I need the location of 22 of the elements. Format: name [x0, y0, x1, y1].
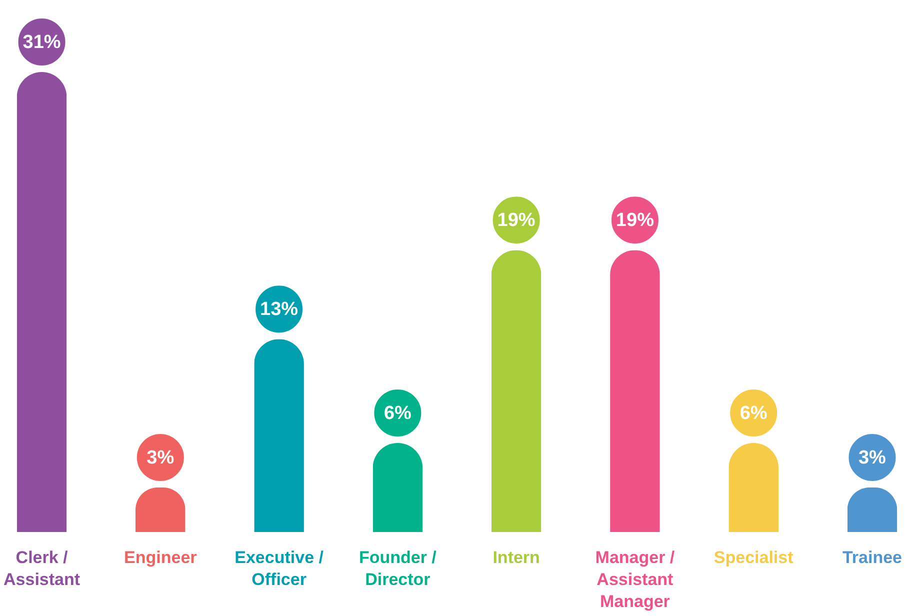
- bar: [610, 250, 660, 532]
- data-label: 13%: [260, 299, 298, 320]
- x-tick-label: Specialist: [714, 548, 794, 567]
- x-tick-label: Trainee: [842, 548, 902, 567]
- x-tick-label: Clerk / Assistant: [4, 548, 80, 589]
- bar: [372, 442, 423, 532]
- data-label: 19%: [616, 210, 654, 232]
- data-label: 3%: [146, 447, 174, 468]
- bar: [254, 339, 304, 532]
- x-tick-label: Executive / Officer: [234, 548, 324, 589]
- x-tick-label: Intern: [492, 548, 540, 567]
- data-label: 31%: [22, 32, 61, 53]
- x-tick-label: Engineer: [124, 548, 198, 567]
- data-label: 3%: [858, 447, 886, 468]
- x-tick-label: Manager / Assistant Manager: [595, 548, 675, 611]
- bar: [16, 72, 67, 532]
- data-label: 6%: [740, 402, 768, 424]
- bar: [728, 442, 778, 532]
- bar: [491, 250, 542, 532]
- x-tick-label: Founder / Director: [358, 548, 437, 589]
- data-label: 6%: [384, 402, 412, 424]
- data-label: 19%: [497, 210, 536, 232]
